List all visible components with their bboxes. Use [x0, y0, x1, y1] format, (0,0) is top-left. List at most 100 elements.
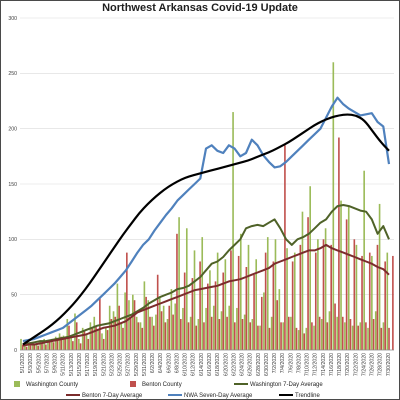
- bar: [257, 325, 259, 350]
- x-tick-label: 5/1/2020: [20, 353, 26, 373]
- bar: [365, 322, 367, 350]
- x-tick-label: 7/26/2020: [370, 353, 376, 376]
- x-tick-label: 5/27/2020: [126, 353, 132, 376]
- bar: [284, 145, 286, 350]
- bar: [83, 330, 86, 350]
- x-tick-label: 5/13/2020: [69, 353, 75, 376]
- bar: [195, 325, 198, 350]
- y-tick-label: 250: [8, 71, 17, 77]
- bar: [236, 307, 238, 350]
- bar: [311, 322, 313, 350]
- bar: [60, 336, 63, 350]
- x-tick-label: 6/10/2020: [183, 353, 189, 376]
- x-tick-label: 6/2/2020: [150, 353, 156, 373]
- x-tick-label: 5/15/2020: [77, 353, 83, 376]
- x-tick-label: 7/2/2020: [272, 353, 278, 373]
- x-tick-label: 7/24/2020: [361, 353, 367, 376]
- bar: [170, 289, 173, 350]
- x-tick-label: 5/29/2020: [134, 353, 140, 376]
- bar: [228, 305, 231, 350]
- bar: [322, 239, 325, 350]
- x-tick-label: 6/26/2020: [248, 353, 254, 376]
- bar: [141, 327, 144, 350]
- bar: [137, 322, 140, 350]
- bar: [367, 327, 369, 350]
- bar: [349, 319, 352, 350]
- bar: [330, 244, 333, 350]
- bar: [51, 338, 53, 350]
- legend-swatch: [130, 381, 136, 387]
- bar: [41, 343, 43, 350]
- bar: [20, 338, 22, 350]
- bar: [139, 322, 142, 350]
- bar: [54, 336, 57, 350]
- bar: [359, 322, 362, 350]
- bar: [328, 311, 331, 350]
- bar: [64, 338, 66, 350]
- bar: [320, 319, 323, 350]
- bar: [189, 316, 192, 350]
- bar: [334, 303, 336, 350]
- bar: [164, 322, 167, 350]
- legend-label: Benton 7-Day Average: [82, 393, 143, 399]
- bar: [282, 322, 284, 350]
- bar: [380, 327, 383, 350]
- bar: [70, 336, 72, 350]
- bar: [56, 340, 59, 350]
- bar: [118, 305, 120, 350]
- bar: [386, 252, 389, 350]
- bar: [382, 322, 385, 350]
- bar: [79, 343, 82, 350]
- bar: [376, 244, 379, 350]
- bar: [207, 283, 209, 350]
- legend-label: Trendline: [295, 393, 320, 399]
- bar: [214, 281, 217, 350]
- bar: [128, 300, 130, 350]
- bar: [233, 322, 236, 350]
- bar: [326, 322, 329, 350]
- bar: [143, 281, 146, 350]
- bar: [183, 272, 186, 350]
- bar: [314, 252, 317, 350]
- bar: [168, 305, 171, 350]
- bar: [230, 250, 232, 350]
- bar: [45, 344, 47, 350]
- bar: [197, 319, 200, 350]
- legend-swatch: [14, 381, 20, 387]
- legend-label: Washington County: [26, 382, 78, 388]
- bar: [201, 237, 204, 350]
- x-tick-label: 7/4/2020: [280, 353, 286, 373]
- x-tick-label: 5/25/2020: [118, 353, 124, 376]
- bar: [371, 255, 373, 350]
- x-tick-label: 6/12/2020: [191, 353, 197, 376]
- x-tick-label: 5/23/2020: [109, 353, 115, 376]
- bar: [155, 314, 157, 350]
- bar: [27, 343, 30, 350]
- axes: 0 50 100 150 200 250 300 5/1/2020 5/3/2020 5/5/20…: [8, 16, 394, 376]
- bar: [263, 292, 265, 350]
- x-tick-label: 5/17/2020: [85, 353, 91, 376]
- bar: [266, 237, 269, 350]
- bar: [156, 274, 159, 350]
- bar: [347, 206, 350, 350]
- bar: [268, 327, 271, 350]
- bar: [249, 322, 252, 350]
- bar: [303, 333, 306, 350]
- x-tick-label: 5/9/2020: [53, 353, 59, 373]
- bar: [102, 338, 105, 350]
- bar: [145, 296, 147, 350]
- bar: [259, 325, 261, 350]
- y-tick-label: 50: [11, 292, 17, 298]
- bar: [336, 316, 338, 350]
- bar: [324, 228, 327, 350]
- bar: [297, 330, 300, 350]
- bar: [374, 311, 377, 350]
- bar: [338, 137, 340, 350]
- bar: [353, 239, 356, 350]
- bar: [378, 203, 381, 350]
- bar: [368, 252, 371, 350]
- bar: [151, 316, 153, 350]
- x-tick-label: 6/6/2020: [166, 353, 172, 373]
- legend-label: Benton County: [142, 382, 182, 388]
